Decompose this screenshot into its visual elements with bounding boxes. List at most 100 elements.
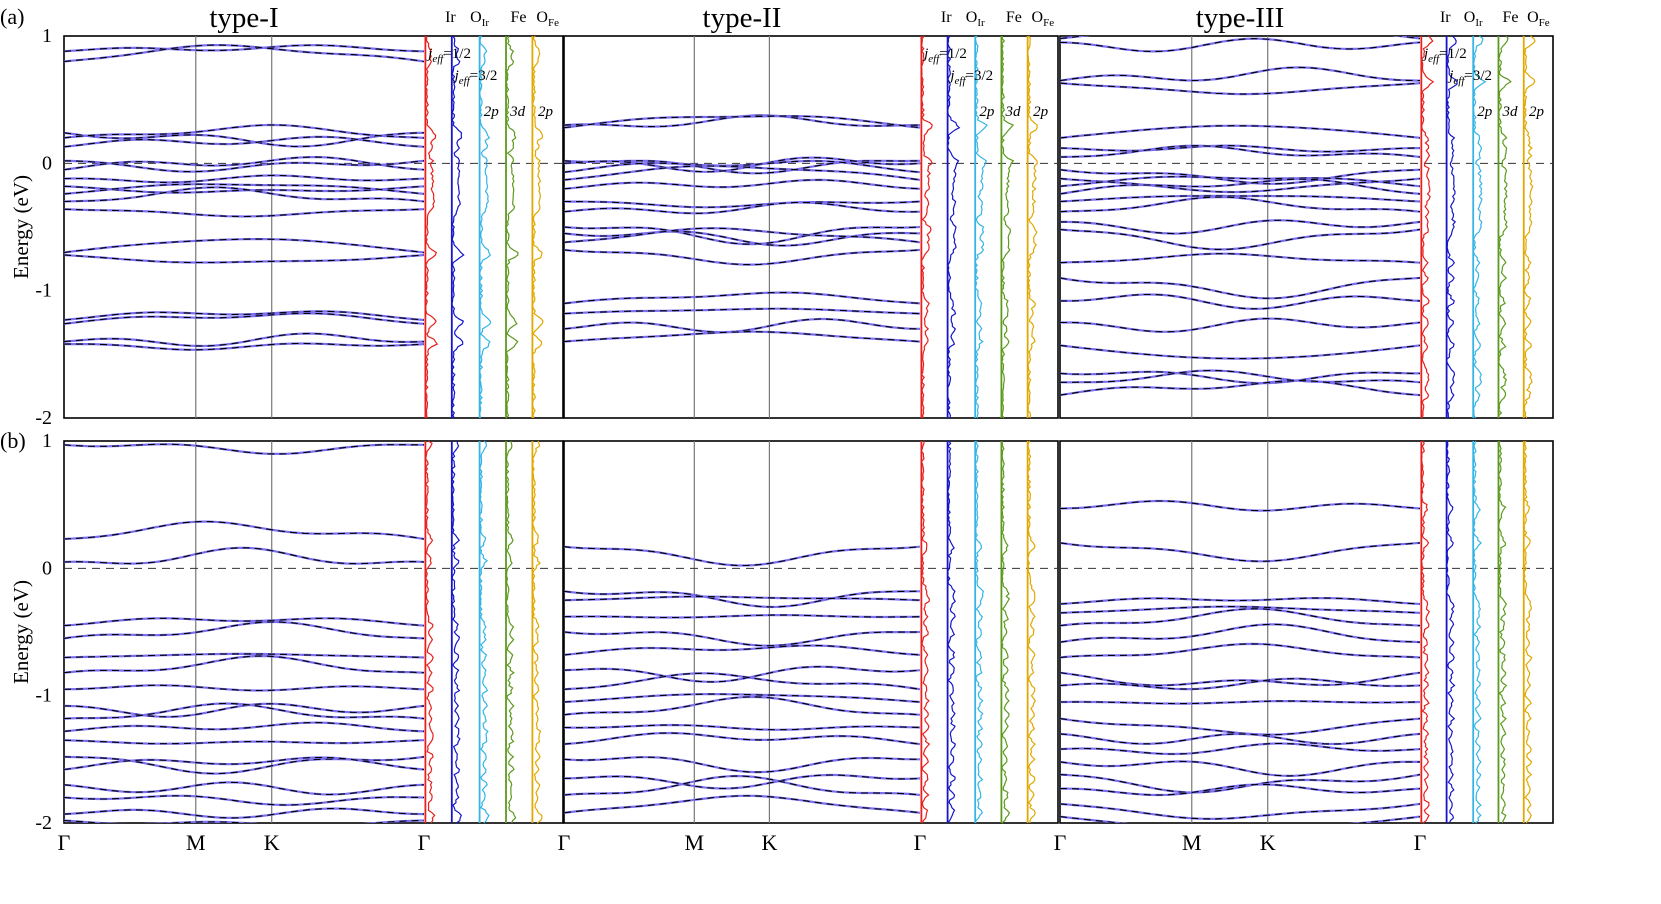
dos-header: Ir — [445, 9, 456, 26]
band-wannier — [64, 702, 424, 720]
band-wannier — [64, 739, 424, 745]
band-wannier — [1060, 344, 1420, 360]
dos-curve-3 — [1497, 440, 1508, 824]
band-dft — [1060, 783, 1420, 797]
kpoint-label-0: Γ — [1054, 830, 1067, 855]
band-wannier — [1060, 700, 1420, 705]
dos-curves — [424, 35, 544, 419]
band-wannier — [1060, 380, 1420, 396]
dos-curves — [920, 35, 1038, 419]
dos-headers-type-II: Ir OIr Fe OFe — [941, 9, 1054, 29]
y-axis-label: Energy (eV) — [9, 175, 33, 279]
ofe-2p-label: 2p — [1033, 104, 1049, 120]
dos-curve-0 — [1420, 440, 1430, 824]
band-dft — [1060, 37, 1420, 53]
dos-curve-1 — [1445, 35, 1458, 419]
ofe-2p-label: 2p — [538, 104, 554, 120]
column-title-type-I: type-I — [209, 2, 278, 34]
band-dft — [564, 595, 920, 602]
kpoint-label-1: M — [1182, 830, 1202, 855]
band-dft — [1060, 82, 1420, 96]
band-dft — [1060, 802, 1420, 820]
dos-curve-4 — [1523, 440, 1533, 824]
band-wannier — [64, 621, 424, 639]
band-wannier — [1060, 597, 1420, 605]
band-dft — [1060, 760, 1420, 778]
dos-curve-2 — [478, 35, 492, 419]
band-wannier — [64, 238, 424, 254]
dos-curve-2 — [974, 440, 985, 824]
band-dft — [564, 590, 920, 609]
dos-curve-0 — [1420, 35, 1435, 419]
panel-label-b: (b) — [0, 428, 26, 453]
band-wannier — [1060, 783, 1420, 796]
band-dft — [1060, 742, 1420, 756]
dos-curve-2 — [974, 35, 988, 419]
band-wannier — [64, 684, 424, 692]
band-wannier — [1060, 293, 1420, 310]
band-wannier — [64, 136, 424, 148]
dos-curve-3 — [505, 35, 519, 419]
band-wannier — [1060, 742, 1420, 755]
band-dft — [564, 773, 920, 790]
fe-3d-label: 3d — [1005, 104, 1022, 120]
band-wannier — [64, 208, 424, 218]
kpoint-label-1: M — [186, 830, 206, 855]
band-wannier — [1060, 253, 1420, 264]
dos-curve-1 — [946, 35, 961, 419]
panel-frame — [63, 35, 564, 419]
band-wannier — [564, 546, 920, 567]
dos-curve-2 — [1472, 440, 1483, 824]
band-dft — [564, 630, 920, 647]
band-wannier — [64, 156, 424, 171]
dos-curve-2 — [478, 440, 490, 824]
dos-curve-4 — [1026, 440, 1036, 823]
band-dft — [564, 317, 920, 334]
dos-header: OFe — [1032, 9, 1055, 29]
band-dft — [564, 756, 920, 774]
dos-headers-type-I: Ir OIr Fe OFe — [445, 9, 559, 29]
panel-a-type-I: jeff=1/2 jeff=3/2 2p 3d 2p — [63, 35, 564, 419]
dos-curve-0 — [424, 35, 439, 419]
band-wannier — [64, 521, 424, 540]
band-wannier — [1060, 318, 1420, 333]
band-wannier — [64, 703, 424, 718]
dos-curve-3 — [1000, 35, 1015, 419]
band-dft — [564, 230, 920, 247]
dos-header: OIr — [470, 9, 489, 29]
band-dft — [1060, 228, 1420, 251]
band-wannier — [64, 655, 424, 674]
band-dft — [1060, 66, 1420, 82]
band-wannier — [64, 124, 424, 139]
band-dft — [1060, 276, 1420, 300]
panel-frame — [1059, 440, 1554, 824]
band-wannier — [64, 443, 424, 455]
panel-b-type-III — [1059, 440, 1554, 824]
dos-curves — [1420, 35, 1536, 419]
oir-2p-label: 2p — [484, 104, 500, 120]
dos-header: Fe — [1006, 9, 1022, 26]
band-wannier — [1060, 176, 1420, 187]
y-tick-label: 1 — [42, 25, 52, 47]
kpoint-label-3: Γ — [1414, 830, 1427, 855]
band-wannier — [64, 332, 424, 347]
band-wannier — [1060, 672, 1420, 686]
band-wannier — [1060, 760, 1420, 777]
band-wannier — [1060, 125, 1420, 139]
dos-headers-type-III: Ir OIr Fe OFe — [1440, 9, 1550, 29]
kpoint-label-2: K — [264, 830, 280, 855]
panel-b-type-II — [563, 440, 1059, 824]
band-dft — [64, 238, 424, 254]
oir-2p-label: 2p — [979, 104, 995, 120]
band-wannier — [64, 781, 424, 796]
band-wannier — [64, 312, 424, 325]
band-dft — [564, 330, 920, 343]
band-wannier — [64, 183, 424, 195]
band-lines — [64, 44, 424, 351]
dos-header: Fe — [1502, 9, 1518, 26]
band-dft — [564, 644, 920, 656]
band-wannier — [1060, 82, 1420, 95]
band-dft — [1060, 124, 1420, 139]
band-dft — [64, 794, 424, 807]
